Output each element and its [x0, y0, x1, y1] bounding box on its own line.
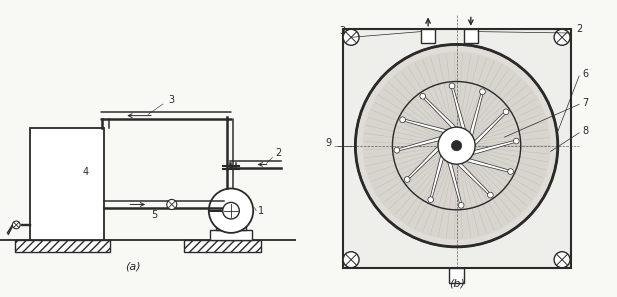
Circle shape — [428, 197, 434, 203]
Circle shape — [452, 140, 462, 151]
Text: 3: 3 — [168, 94, 175, 105]
Circle shape — [355, 45, 558, 247]
Circle shape — [394, 147, 400, 153]
Text: 7: 7 — [582, 98, 588, 108]
Polygon shape — [402, 119, 451, 133]
Circle shape — [479, 89, 486, 94]
Circle shape — [167, 199, 177, 209]
Polygon shape — [472, 111, 507, 148]
Polygon shape — [469, 91, 483, 140]
Polygon shape — [454, 161, 491, 196]
Circle shape — [487, 192, 493, 198]
Bar — [30, 128, 104, 240]
Circle shape — [449, 83, 455, 89]
Bar — [449, 268, 464, 282]
Polygon shape — [462, 158, 511, 173]
Circle shape — [554, 252, 570, 268]
Polygon shape — [397, 136, 444, 151]
Bar — [464, 29, 478, 43]
Circle shape — [404, 177, 410, 182]
Circle shape — [420, 93, 426, 99]
Circle shape — [12, 221, 20, 229]
Polygon shape — [422, 96, 459, 130]
Polygon shape — [469, 140, 516, 156]
Text: 6: 6 — [582, 69, 588, 79]
Text: 1: 1 — [258, 206, 264, 216]
Circle shape — [223, 202, 239, 219]
Bar — [216, 222, 246, 230]
Text: 9: 9 — [325, 138, 331, 148]
Circle shape — [508, 169, 513, 174]
Bar — [421, 29, 435, 43]
Bar — [184, 240, 260, 252]
Circle shape — [438, 127, 475, 164]
Polygon shape — [451, 86, 466, 133]
Text: 2: 2 — [275, 148, 281, 158]
Circle shape — [458, 203, 464, 208]
Text: (a): (a) — [125, 262, 141, 272]
Polygon shape — [447, 158, 462, 206]
Polygon shape — [430, 151, 444, 200]
Text: 4: 4 — [83, 167, 89, 177]
Bar — [342, 29, 571, 268]
Circle shape — [554, 29, 570, 45]
Bar — [15, 240, 110, 252]
Circle shape — [343, 252, 359, 268]
Text: 2: 2 — [576, 23, 582, 34]
Circle shape — [363, 52, 550, 240]
Text: 5: 5 — [151, 210, 157, 220]
Bar — [210, 230, 252, 240]
Circle shape — [400, 117, 405, 123]
Circle shape — [503, 109, 509, 115]
Circle shape — [209, 189, 253, 233]
Text: 8: 8 — [582, 126, 588, 136]
Circle shape — [441, 130, 472, 161]
Text: 3: 3 — [339, 26, 346, 37]
Text: (b): (b) — [449, 279, 465, 289]
Circle shape — [513, 138, 519, 144]
Polygon shape — [407, 143, 441, 180]
Circle shape — [343, 29, 359, 45]
